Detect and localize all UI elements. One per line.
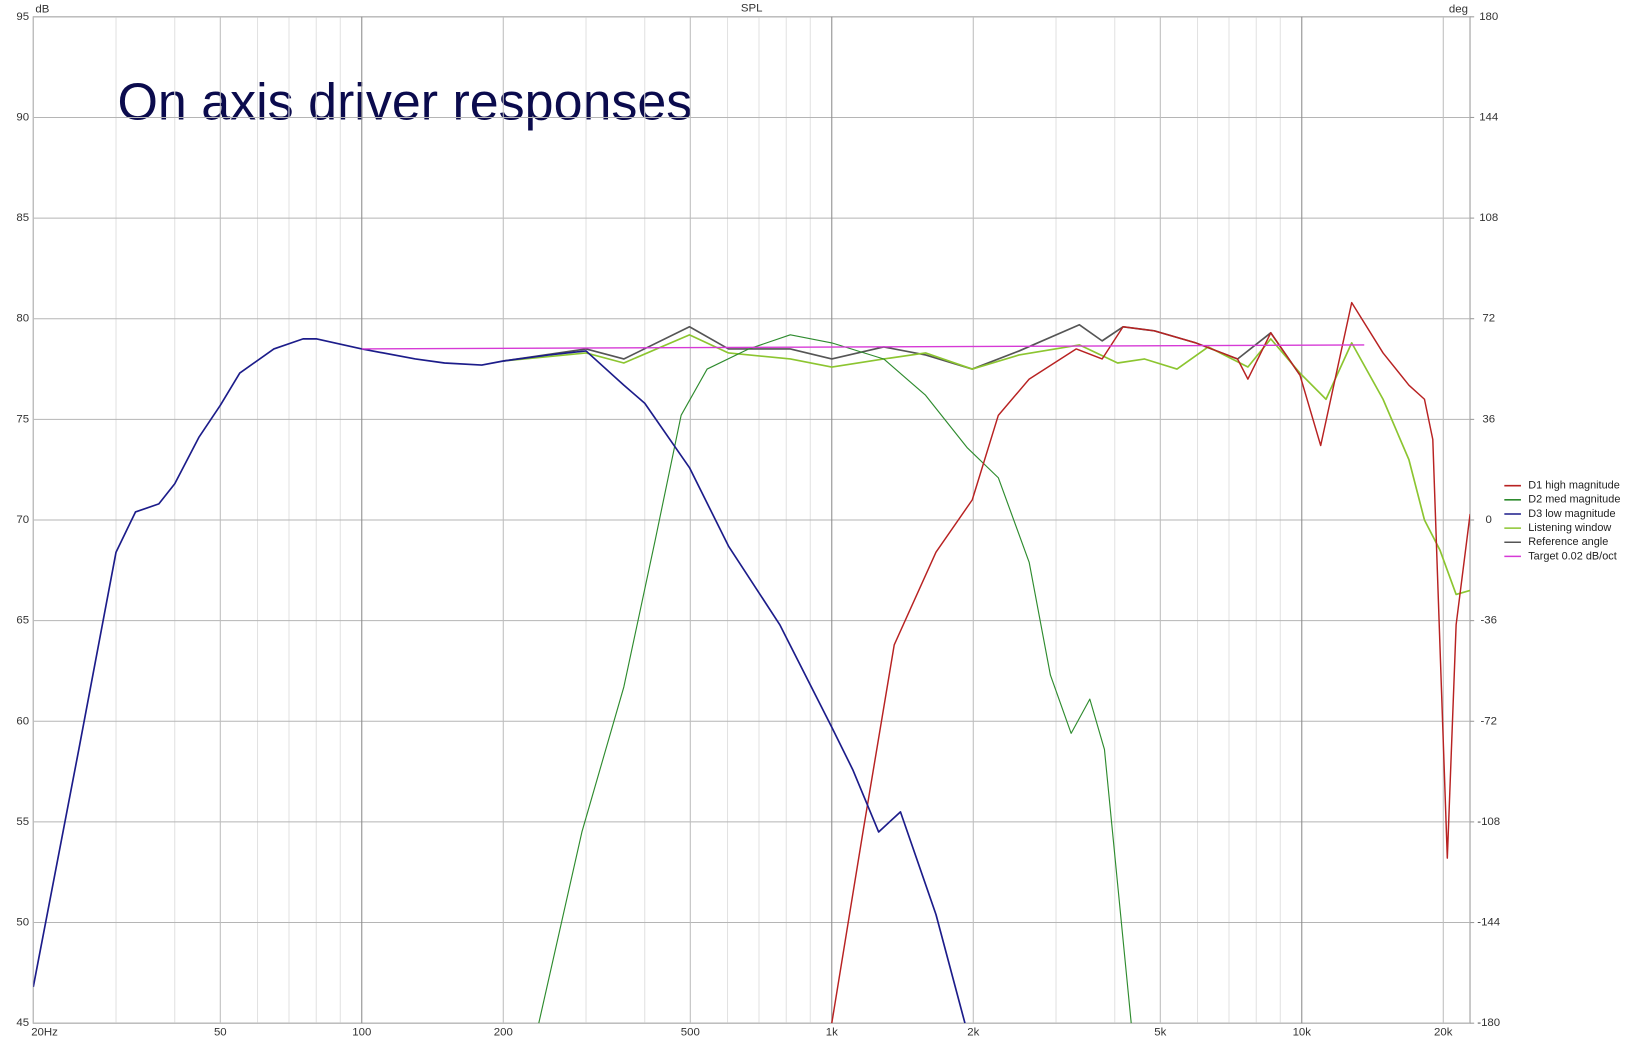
x-tick-label: 20k <box>1434 1027 1453 1039</box>
y2-tick-label: 180 <box>1479 11 1498 23</box>
x-tick-label: 5k <box>1154 1027 1166 1039</box>
y2-tick-label: -108 <box>1477 816 1500 828</box>
y2-tick-label: 36 <box>1482 413 1495 425</box>
chart-title: On axis driver responses <box>117 74 692 132</box>
x-tick-label: 50 <box>214 1027 227 1039</box>
legend-label: D3 low magnitude <box>1528 508 1615 520</box>
legend-label: D1 high magnitude <box>1528 480 1620 492</box>
legend-label: Target 0.02 dB/oct <box>1528 550 1617 562</box>
x-tick-label: 500 <box>681 1027 700 1039</box>
y2-tick-label: -144 <box>1477 917 1501 929</box>
legend-label: D2 med magnitude <box>1528 494 1620 506</box>
legend-label: Reference angle <box>1528 536 1608 548</box>
y-tick-label: 85 <box>16 212 29 224</box>
y-tick-label: 55 <box>16 816 29 828</box>
y2-tick-label: 144 <box>1479 111 1499 123</box>
y-tick-label: 90 <box>16 111 29 123</box>
y-axis-label: dB <box>35 4 49 16</box>
y2-tick-label: -72 <box>1480 715 1497 727</box>
x-tick-label: 200 <box>494 1027 513 1039</box>
series-line <box>831 301 1471 1024</box>
x-tick-label: 1k <box>826 1027 838 1039</box>
legend-label: Listening window <box>1528 522 1611 534</box>
y-tick-label: 60 <box>16 715 29 727</box>
y2-tick-label: 72 <box>1482 313 1495 325</box>
y-tick-label: 80 <box>16 313 29 325</box>
y-tick-label: 70 <box>16 514 29 526</box>
y-tick-label: 65 <box>16 615 29 627</box>
y-tick-label: 95 <box>16 11 29 23</box>
y-tick-label: 75 <box>16 413 29 425</box>
y2-tick-label: 108 <box>1479 212 1498 224</box>
y2-tick-label: 0 <box>1486 514 1492 526</box>
series-line <box>503 334 1471 596</box>
y2-tick-label: -36 <box>1480 615 1497 627</box>
y-tick-label: 45 <box>16 1017 29 1029</box>
y2-tick-label: -180 <box>1477 1017 1500 1029</box>
x-tick-label: 10k <box>1293 1027 1312 1039</box>
subtitle: SPL <box>741 3 763 15</box>
series-line <box>33 338 966 1024</box>
series-line <box>361 344 1365 350</box>
series-line <box>538 334 1132 1024</box>
y-tick-label: 50 <box>16 917 29 929</box>
y2-axis-label: deg <box>1449 4 1468 16</box>
x-tick-label: 100 <box>352 1027 371 1039</box>
x-tick-label: 2k <box>967 1027 979 1039</box>
x-tick-label: 20Hz <box>31 1027 58 1039</box>
